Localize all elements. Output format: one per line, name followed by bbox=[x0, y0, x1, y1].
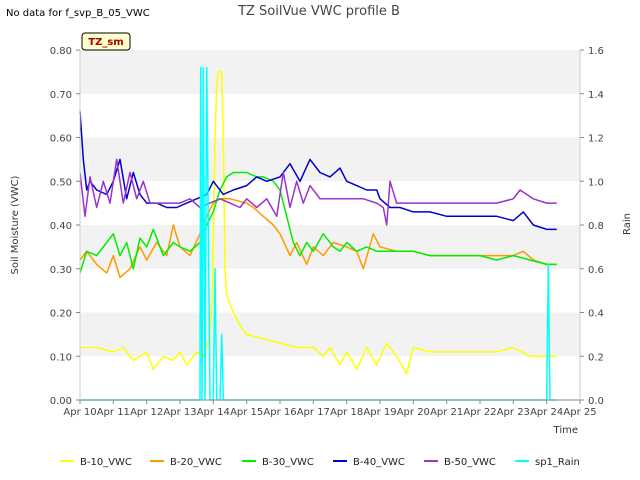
grid-band bbox=[80, 268, 580, 313]
x-tick-label: Apr 13 bbox=[163, 407, 196, 418]
y-axis-label: Soil Moisture (VWC) bbox=[10, 175, 21, 274]
tz-sm-badge-label: TZ_sm bbox=[88, 37, 123, 48]
y-tick-label: 0.70 bbox=[50, 90, 72, 101]
y-tick-label: 0.40 bbox=[50, 221, 72, 232]
x-tick-label: Apr 20 bbox=[397, 407, 430, 418]
chart-title: TZ SoilVue VWC profile B bbox=[237, 4, 400, 19]
y2-tick-label: 1.6 bbox=[588, 46, 604, 57]
x-tick-label: Apr 11 bbox=[97, 407, 130, 418]
legend-label: B-50_VWC bbox=[444, 457, 496, 468]
x-tick-label: Apr 21 bbox=[430, 407, 463, 418]
legend-item-b-20-vwc: B-20_VWC bbox=[150, 457, 222, 468]
x-tick-label: Apr 14 bbox=[197, 407, 230, 418]
x-tick-label: Apr 19 bbox=[363, 407, 396, 418]
y2-tick-label: 1.0 bbox=[588, 177, 604, 188]
y-tick-label: 0.10 bbox=[50, 352, 72, 363]
y2-tick-label: 0.0 bbox=[588, 396, 604, 407]
x-tick-label: Apr 10 bbox=[63, 407, 96, 418]
y2-tick-label: 0.4 bbox=[588, 309, 604, 320]
y-tick-label: 0.60 bbox=[50, 134, 72, 145]
y2-tick-label: 1.4 bbox=[588, 90, 604, 101]
grid-band bbox=[80, 93, 580, 138]
x-tick-label: Apr 22 bbox=[463, 407, 496, 418]
x-tick-label: Apr 24 bbox=[530, 407, 563, 418]
y-tick-label: 0.50 bbox=[50, 177, 72, 188]
series-line-b-30-vwc bbox=[79, 171, 557, 274]
x-tick-label: Apr 17 bbox=[297, 407, 330, 418]
series-line-b-10-vwc bbox=[80, 71, 557, 375]
y2-tick-label: 0.6 bbox=[588, 265, 604, 276]
grid-band bbox=[80, 137, 580, 182]
legend-label: sp1_Rain bbox=[535, 457, 580, 468]
grid-band bbox=[80, 50, 580, 94]
legend-label: B-10_VWC bbox=[80, 457, 132, 468]
x-tick-label: Apr 18 bbox=[330, 407, 363, 418]
legend-item-sp1-rain: sp1_Rain bbox=[515, 457, 580, 468]
legend-label: B-40_VWC bbox=[353, 457, 405, 468]
grid-band bbox=[80, 356, 580, 400]
tz-sm-badge: TZ_sm bbox=[81, 32, 131, 51]
y2-axis-label: Rain bbox=[622, 213, 633, 235]
no-data-note: No data for f_svp_B_05_VWC bbox=[6, 8, 150, 19]
y-tick-label: 0.80 bbox=[50, 46, 72, 57]
legend-item-b-50-vwc: B-50_VWC bbox=[424, 457, 496, 468]
y2-tick-label: 1.2 bbox=[588, 134, 604, 145]
y-tick-label: 0.20 bbox=[50, 309, 72, 320]
y2-tick-label: 0.8 bbox=[588, 221, 604, 232]
x-tick-label: Apr 15 bbox=[230, 407, 263, 418]
legend-item-b-10-vwc: B-10_VWC bbox=[60, 457, 132, 468]
legend-item-b-40-vwc: B-40_VWC bbox=[333, 457, 405, 468]
y-tick-label: 0.30 bbox=[50, 265, 72, 276]
legend-item-b-30-vwc: B-30_VWC bbox=[242, 457, 314, 468]
x-tick-label: Apr 25 bbox=[563, 407, 596, 418]
x-tick-label: Apr 16 bbox=[263, 407, 296, 418]
x-tick-label: Apr 12 bbox=[130, 407, 163, 418]
x-tick-label: Apr 23 bbox=[497, 407, 530, 418]
x-axis-label: Time bbox=[553, 425, 578, 436]
series-line-b-40-vwc bbox=[79, 111, 557, 231]
series-line-b-50-vwc bbox=[79, 158, 557, 226]
y2-tick-label: 0.2 bbox=[588, 352, 604, 363]
legend-label: B-20_VWC bbox=[170, 457, 222, 468]
y-tick-label: 0.00 bbox=[50, 396, 72, 407]
legend-label: B-30_VWC bbox=[262, 457, 314, 468]
